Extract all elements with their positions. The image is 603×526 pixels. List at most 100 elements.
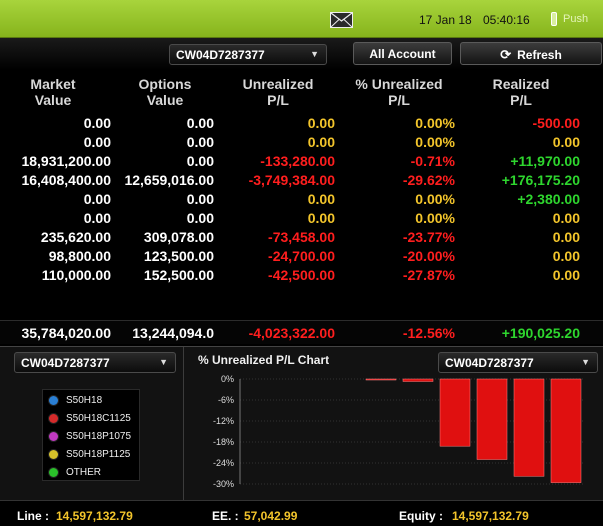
cell-market-value: 110,000.00 bbox=[41, 267, 111, 283]
positions-table: 0.00 0.00 0.00 0.00% -500.00 0.00 0.00 0.00 0.00… bbox=[0, 114, 603, 285]
cell-options-value: 0.00 bbox=[186, 134, 214, 150]
chart-account-select[interactable]: CW04D7287377 ▼ bbox=[438, 352, 598, 373]
y-tick-label: 0% bbox=[221, 374, 234, 384]
legend-swatch-icon bbox=[49, 468, 58, 477]
chart-title: % Unrealized P/L Chart bbox=[198, 353, 330, 367]
cell-unrealized-pl: 0.00 bbox=[307, 210, 335, 226]
cell-realized-pl: 0.00 bbox=[552, 229, 580, 245]
y-tick-label: -18% bbox=[213, 437, 234, 447]
legend-item: S50H18P1125 bbox=[43, 448, 139, 466]
cell-options-value: 152,500.00 bbox=[143, 267, 214, 283]
chart-bar[interactable] bbox=[439, 378, 471, 447]
line-value: 14,597,132.79 bbox=[56, 509, 133, 523]
totals-row: 35,784,020.00 13,244,094.0 -4,023,322.00… bbox=[0, 320, 603, 344]
table-row[interactable]: 0.00 0.00 0.00 0.00% 0.00 bbox=[0, 133, 603, 152]
toolbar: CW04D7287377 ▼ All Account ⟳ Refresh bbox=[0, 38, 603, 70]
cell-realized-pl: -500.00 bbox=[532, 115, 580, 131]
chart-bar[interactable] bbox=[402, 378, 434, 382]
legend: S50H18 S50H18C1125 S50H18P1075 S50H18P1125 O… bbox=[42, 389, 140, 481]
refresh-button[interactable]: ⟳ Refresh bbox=[460, 42, 602, 65]
cell-market-value: 16,408,400.00 bbox=[21, 172, 111, 188]
chart-bar[interactable] bbox=[513, 378, 545, 477]
table-row[interactable]: 16,408,400.00 12,659,016.00 -3,749,384.00 -… bbox=[0, 171, 603, 190]
table-row[interactable]: 18,931,200.00 0.00 -133,280.00 -0.71% +11,97… bbox=[0, 152, 603, 171]
chart-bar[interactable] bbox=[365, 378, 397, 381]
chart-bar[interactable] bbox=[550, 378, 582, 483]
cell-realized-pl: +176,175.20 bbox=[501, 172, 580, 188]
cell-realized-pl: +2,380.00 bbox=[517, 191, 580, 207]
table-row[interactable]: 110,000.00 152,500.00 -42,500.00 -27.87% 0.0… bbox=[0, 266, 603, 285]
cell-pct-unrealized-pl: 0.00% bbox=[415, 210, 455, 226]
cell-options-value: 0.00 bbox=[186, 191, 214, 207]
equity-label: Equity : bbox=[399, 509, 443, 523]
cell-unrealized-pl: -24,700.00 bbox=[268, 248, 335, 264]
cell-unrealized-pl: -42,500.00 bbox=[268, 267, 335, 283]
cell-market-value: 235,620.00 bbox=[40, 229, 111, 245]
table-row[interactable]: 0.00 0.00 0.00 0.00% 0.00 bbox=[0, 209, 603, 228]
total-unrealized-pl: -4,023,322.00 bbox=[248, 325, 335, 341]
chart-account-select-value: CW04D7287377 bbox=[445, 356, 534, 370]
header-realized-pl: Realized P/L bbox=[492, 76, 550, 108]
cell-market-value: 0.00 bbox=[83, 115, 111, 131]
table-row[interactable]: 0.00 0.00 0.00 0.00% -500.00 bbox=[0, 114, 603, 133]
legend-swatch-icon bbox=[49, 396, 58, 405]
legend-swatch-icon bbox=[49, 450, 58, 459]
cell-pct-unrealized-pl: -29.62% bbox=[402, 172, 455, 188]
cell-unrealized-pl: -133,280.00 bbox=[260, 153, 335, 169]
cell-options-value: 309,078.00 bbox=[143, 229, 214, 245]
table-row[interactable]: 235,620.00 309,078.00 -73,458.00 -23.77% 0.0… bbox=[0, 228, 603, 247]
header-market-value: Market Value bbox=[30, 76, 76, 108]
legend-swatch-icon bbox=[49, 432, 58, 441]
table-row[interactable]: 0.00 0.00 0.00 0.00% +2,380.00 bbox=[0, 190, 603, 209]
cell-unrealized-pl: 0.00 bbox=[307, 134, 335, 150]
legend-account-select-value: CW04D7287377 bbox=[21, 356, 110, 370]
legend-label: S50H18C1125 bbox=[66, 413, 131, 424]
all-account-button[interactable]: All Account bbox=[353, 42, 452, 65]
cell-pct-unrealized-pl: 0.00% bbox=[415, 191, 455, 207]
cell-options-value: 0.00 bbox=[186, 210, 214, 226]
panel-divider bbox=[183, 347, 184, 501]
cell-market-value: 0.00 bbox=[83, 191, 111, 207]
legend-item: OTHER bbox=[43, 466, 139, 484]
total-options-value: 13,244,094.0 bbox=[132, 325, 214, 341]
y-tick-label: -30% bbox=[213, 479, 234, 489]
cell-options-value: 12,659,016.00 bbox=[124, 172, 214, 188]
legend-item: S50H18P1075 bbox=[43, 430, 139, 448]
cell-pct-unrealized-pl: -20.00% bbox=[402, 248, 455, 264]
cell-pct-unrealized-pl: 0.00% bbox=[415, 115, 455, 131]
legend-item: S50H18 bbox=[43, 394, 139, 412]
push-toggle[interactable] bbox=[551, 12, 557, 26]
total-market-value: 35,784,020.00 bbox=[21, 325, 111, 341]
legend-label: S50H18P1075 bbox=[66, 431, 132, 442]
table-header: Market Value Options Value Unrealized P/L %… bbox=[0, 72, 603, 112]
cell-pct-unrealized-pl: 0.00% bbox=[415, 134, 455, 150]
y-tick-label: -24% bbox=[213, 458, 234, 468]
chart-bar[interactable] bbox=[476, 378, 508, 460]
cell-realized-pl: 0.00 bbox=[552, 267, 580, 283]
table-row[interactable]: 98,800.00 123,500.00 -24,700.00 -20.00% 0.00 bbox=[0, 247, 603, 266]
account-select-value: CW04D7287377 bbox=[176, 48, 265, 62]
cell-market-value: 0.00 bbox=[83, 210, 111, 226]
y-tick-label: -6% bbox=[218, 395, 234, 405]
y-tick-label: -12% bbox=[213, 416, 234, 426]
mail-icon[interactable] bbox=[330, 12, 353, 28]
header-pct-unrealized-pl: % Unrealized P/L bbox=[355, 76, 443, 108]
cell-unrealized-pl: 0.00 bbox=[307, 191, 335, 207]
push-label[interactable]: Push bbox=[563, 13, 589, 25]
legend-item: S50H18C1125 bbox=[43, 412, 139, 430]
cell-unrealized-pl: -3,749,384.00 bbox=[248, 172, 335, 188]
cell-unrealized-pl: -73,458.00 bbox=[268, 229, 335, 245]
cell-market-value: 0.00 bbox=[83, 134, 111, 150]
cell-pct-unrealized-pl: -23.77% bbox=[402, 229, 455, 245]
cell-pct-unrealized-pl: -27.87% bbox=[402, 267, 455, 283]
cell-realized-pl: 0.00 bbox=[552, 134, 580, 150]
cell-options-value: 0.00 bbox=[186, 115, 214, 131]
ee-value: 57,042.99 bbox=[244, 509, 298, 523]
unrealized-pl-chart: 0% -6% -12% -18% -24% -30% bbox=[213, 374, 584, 489]
legend-label: S50H18P1125 bbox=[66, 449, 131, 460]
legend-account-select[interactable]: CW04D7287377 ▼ bbox=[14, 352, 176, 373]
cell-pct-unrealized-pl: -0.71% bbox=[410, 153, 455, 169]
account-select[interactable]: CW04D7287377 ▼ bbox=[169, 44, 327, 65]
cell-realized-pl: 0.00 bbox=[552, 248, 580, 264]
refresh-icon: ⟳ bbox=[500, 47, 512, 62]
